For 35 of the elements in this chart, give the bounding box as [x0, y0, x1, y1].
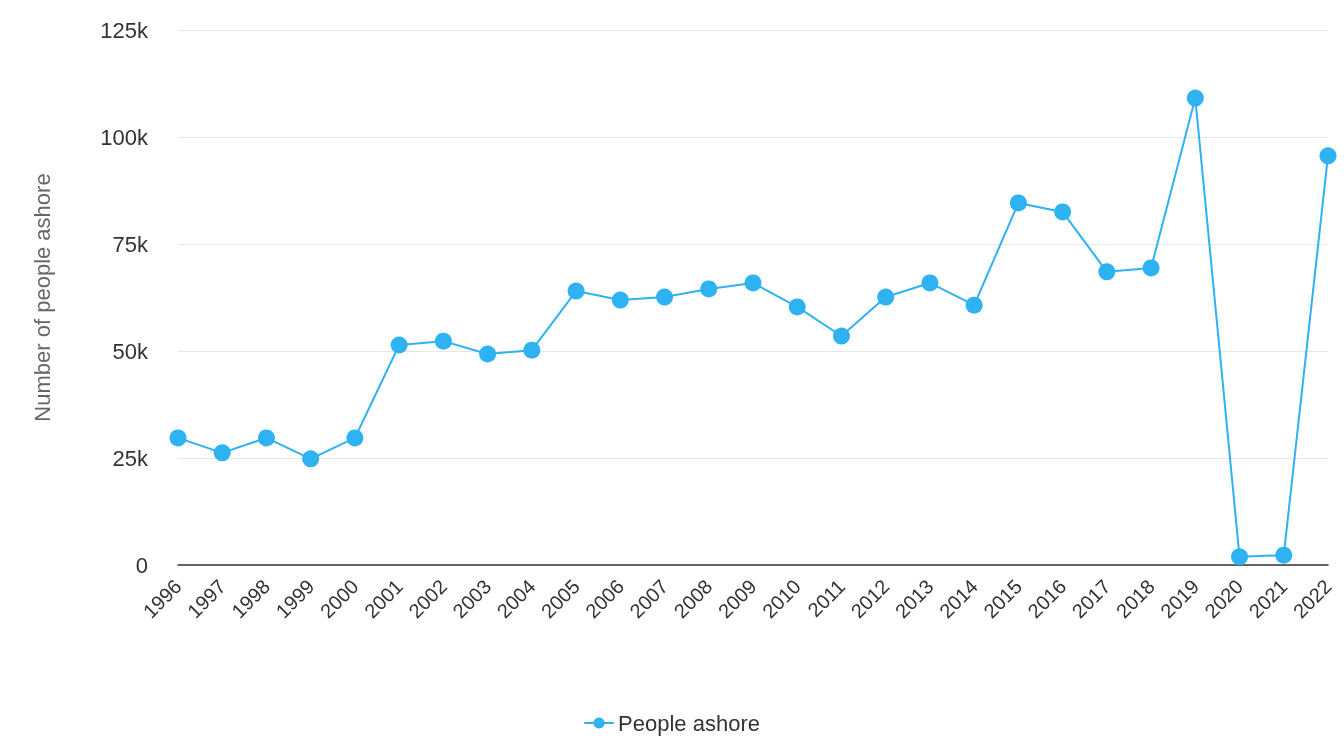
y-tick-label: 50k — [112, 338, 149, 364]
point — [1275, 546, 1293, 564]
y-tick-label: 125k — [100, 17, 149, 43]
point — [1186, 89, 1204, 107]
point — [832, 327, 850, 345]
point — [1098, 263, 1116, 281]
point — [1009, 194, 1027, 212]
y-tick-label: 100k — [100, 124, 149, 150]
point — [1054, 203, 1072, 221]
point — [302, 450, 320, 468]
y-axis-title: Number of people ashore — [29, 173, 55, 422]
y-tick-label: 25k — [112, 445, 149, 471]
y-tick-label: 75k — [112, 231, 149, 257]
point — [390, 336, 408, 354]
point — [1231, 548, 1249, 566]
point — [346, 429, 364, 447]
point — [744, 274, 762, 292]
point — [611, 291, 629, 309]
point — [523, 341, 541, 359]
point — [213, 444, 231, 462]
point — [169, 429, 187, 447]
point — [479, 345, 497, 363]
point — [257, 429, 275, 447]
point — [921, 274, 939, 292]
point — [965, 296, 983, 314]
point — [1319, 147, 1337, 165]
legend-label: People ashore — [618, 710, 760, 736]
point — [877, 288, 895, 306]
point — [788, 298, 806, 316]
point — [567, 282, 585, 300]
point — [656, 288, 674, 306]
point — [1142, 259, 1160, 277]
y-tick-label: 0 — [135, 552, 148, 578]
point — [434, 332, 452, 350]
point — [700, 280, 718, 298]
